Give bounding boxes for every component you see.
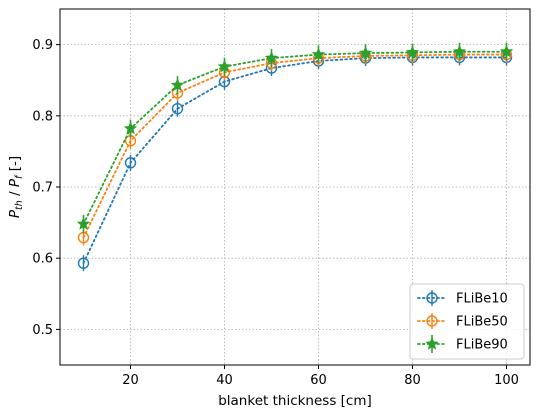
y-tick-label: 0.6 <box>32 252 53 267</box>
data-point <box>452 44 467 58</box>
data-point <box>171 102 184 115</box>
legend-label: FLiBe50 <box>456 315 508 330</box>
x-tick-label: 40 <box>216 373 233 388</box>
legend-item: FLiBe90 <box>417 335 508 353</box>
data-point <box>358 46 373 59</box>
data-point <box>264 51 279 64</box>
x-tick-label: 60 <box>310 373 327 388</box>
grid <box>60 9 530 365</box>
y-label-unit: [-] <box>7 156 23 176</box>
y-label-p: P <box>7 209 23 218</box>
x-tick-label: 80 <box>404 373 421 388</box>
data-point <box>311 47 326 61</box>
x-axis-label: blanket thickness [cm] <box>218 393 372 409</box>
series-layer <box>76 42 514 272</box>
data-point <box>499 44 514 58</box>
series-FLiBe90 <box>76 42 514 234</box>
y-tick-label: 0.9 <box>32 38 53 53</box>
series-line <box>82 50 508 225</box>
legend-label: FLiBe90 <box>456 338 508 353</box>
x-tick-label: 100 <box>494 373 519 388</box>
legend-box <box>409 283 525 360</box>
x-tick-label: 20 <box>122 373 139 388</box>
legend: FLiBe10 FLiBe50 FLiBe90 <box>409 283 525 360</box>
series-line <box>82 53 508 239</box>
legend-item: FLiBe50 <box>417 313 508 330</box>
legend-label: FLiBe10 <box>456 292 508 307</box>
legend-marker <box>426 315 438 327</box>
y-label-sub-th: th <box>14 200 25 210</box>
data-point <box>77 257 90 269</box>
data-point <box>76 216 91 230</box>
y-label-sub-f: f <box>14 174 25 179</box>
legend-marker <box>426 292 438 304</box>
y-tick-label: 0.8 <box>32 109 53 124</box>
y-axis-label: Pth / Pf [-] <box>7 156 25 218</box>
series-line <box>82 56 508 265</box>
data-point <box>405 45 420 59</box>
legend-marker <box>425 336 439 350</box>
y-tick-label: 0.7 <box>32 181 53 196</box>
legend-item: FLiBe10 <box>417 290 508 307</box>
data-point <box>217 59 232 73</box>
y-tick-label: 0.5 <box>32 323 53 338</box>
data-point <box>124 157 137 169</box>
x-axis-ticks: 20 40 60 80 100 <box>122 365 519 388</box>
y-label-p2: P <box>7 178 23 187</box>
data-point <box>170 78 185 91</box>
y-axis-ticks: 0.5 0.6 0.7 0.8 0.9 <box>32 38 60 338</box>
y-label-slash: / <box>7 187 23 200</box>
data-point <box>123 121 138 135</box>
